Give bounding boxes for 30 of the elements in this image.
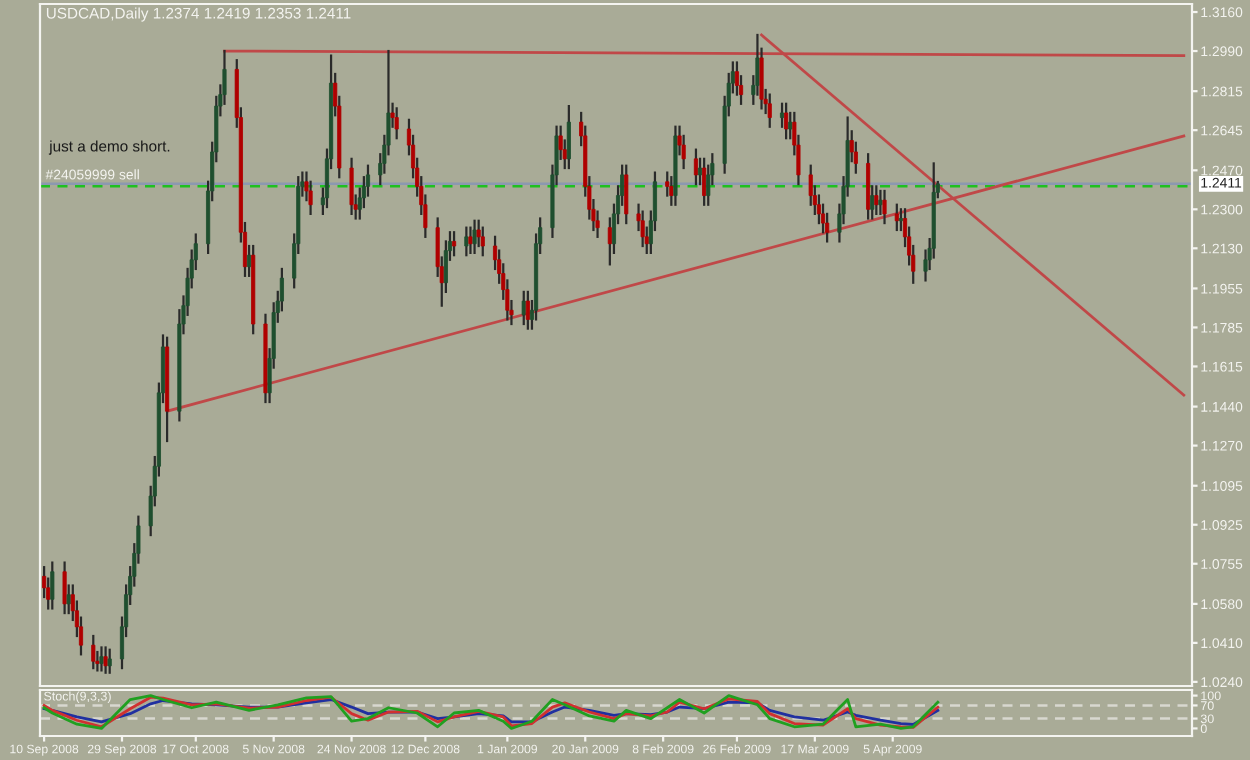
candlestick [784,102,789,140]
candlestick [91,634,96,670]
candlestick [640,210,645,248]
candlestick [464,226,469,257]
candlestick [874,185,879,216]
candlestick [878,189,883,216]
candlestick [476,219,481,248]
candlestick [882,189,887,225]
candlestick [468,226,473,255]
candlestick [825,212,830,243]
candlestick [107,648,112,674]
candlestick [50,561,55,610]
candlestick [681,134,686,170]
candlestick [103,646,108,674]
candlestick [702,157,707,206]
candlestick [99,646,104,672]
candlestick [452,231,457,257]
candlestick [525,290,530,330]
candlestick [521,290,526,326]
candlestick [472,219,477,255]
candlestick [624,164,629,225]
candlestick [767,93,772,128]
candlestick [866,153,871,220]
candlestick [566,104,571,170]
candlestick [62,561,67,615]
candlestick [693,148,698,186]
candlestick [349,157,354,216]
candlestick [480,226,485,257]
candlestick [894,203,899,232]
candlestick [394,107,399,140]
